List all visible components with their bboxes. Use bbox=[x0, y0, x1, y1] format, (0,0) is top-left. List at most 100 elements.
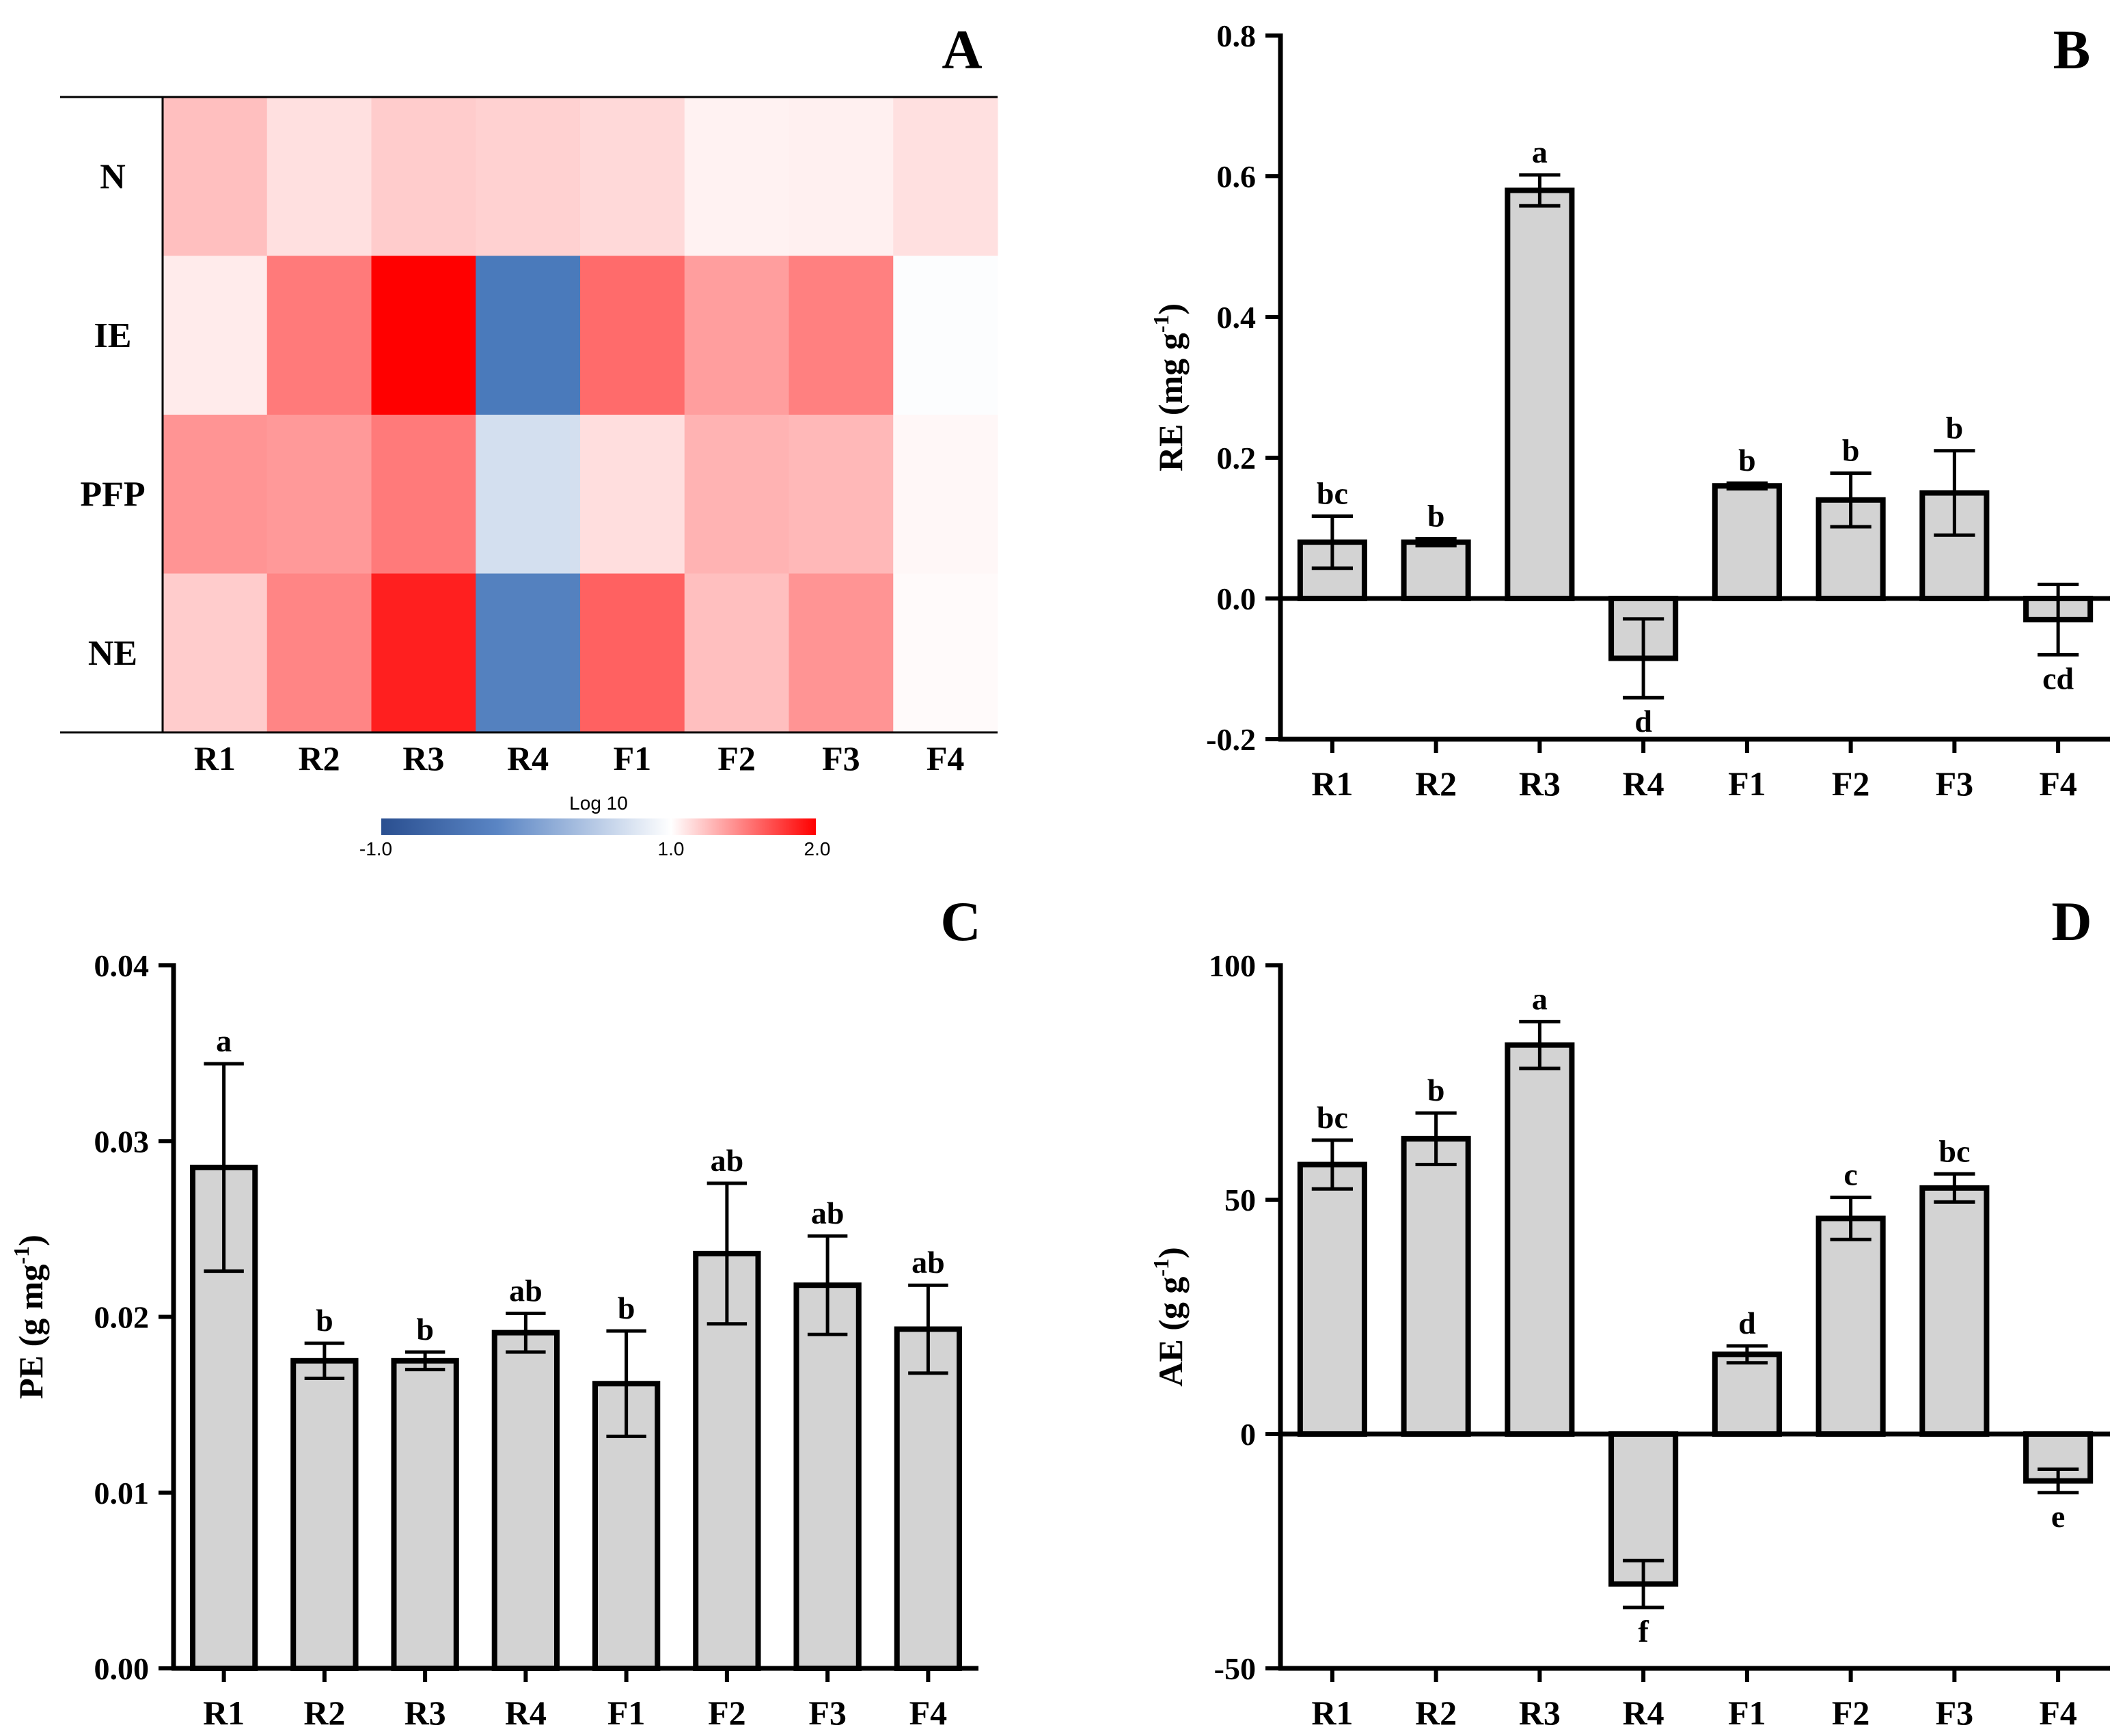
heatmap-row-label: IE bbox=[94, 316, 132, 355]
y-axis-label-end: ) bbox=[12, 1235, 50, 1246]
x-tick-label: R2 bbox=[1415, 764, 1457, 803]
heatmap-cell bbox=[789, 573, 894, 733]
y-tick-label: 0.00 bbox=[94, 1651, 150, 1686]
heatmap-cell bbox=[371, 415, 476, 574]
heatmap-cell bbox=[266, 573, 372, 733]
heatmap-column-label: F1 bbox=[614, 739, 652, 777]
colorbar-max-label: 2.0 bbox=[804, 838, 831, 859]
heatmap-cell bbox=[684, 415, 789, 574]
y-tick-label: 0.2 bbox=[1217, 441, 1257, 476]
heatmap-row-label: PFP bbox=[80, 475, 145, 514]
x-tick-label: F2 bbox=[1832, 1694, 1870, 1732]
y-axis-label-text: PE (g mg bbox=[12, 1265, 50, 1399]
y-axis-label-text: AE (g g bbox=[1151, 1277, 1190, 1387]
y-tick-label: -50 bbox=[1214, 1651, 1256, 1686]
heatmap-cell bbox=[266, 415, 372, 574]
heatmap-cell bbox=[684, 573, 789, 733]
x-tick-label: F2 bbox=[1832, 764, 1870, 803]
y-axis-label: RE (mg g-1) bbox=[1149, 303, 1190, 471]
x-tick-label: F3 bbox=[808, 1694, 847, 1732]
significance-letter: bc bbox=[1938, 1133, 1970, 1168]
y-tick-label: 0.01 bbox=[94, 1476, 150, 1511]
panel-label: C bbox=[940, 890, 981, 952]
x-tick-label: F3 bbox=[1936, 1694, 1974, 1732]
y-tick-label: 0.0 bbox=[1217, 581, 1257, 616]
y-tick-label: 50 bbox=[1224, 1183, 1256, 1217]
heatmap-cell bbox=[163, 256, 268, 415]
heatmap-cell bbox=[893, 97, 998, 256]
heatmap-cell bbox=[580, 256, 685, 415]
heatmap-cell bbox=[476, 256, 581, 415]
significance-letter: b bbox=[316, 1303, 333, 1338]
bar bbox=[290, 1358, 359, 1671]
heatmap-column-label: R2 bbox=[299, 739, 340, 777]
colorbar-title: Log 10 bbox=[569, 793, 628, 814]
heatmap-cell bbox=[893, 573, 998, 733]
y-axis-label-superscript: -1 bbox=[1149, 315, 1173, 333]
heatmap-cell bbox=[893, 256, 998, 415]
heatmap-row-label: N bbox=[100, 157, 126, 196]
x-tick-label: F3 bbox=[1936, 764, 1974, 803]
x-tick-label: R4 bbox=[1623, 1694, 1664, 1732]
significance-letter: b bbox=[1427, 1073, 1445, 1107]
bar bbox=[1505, 1042, 1575, 1437]
heatmap-cell bbox=[789, 97, 894, 256]
bar bbox=[1712, 483, 1782, 602]
heatmap-cell bbox=[266, 97, 372, 256]
significance-letter: ab bbox=[811, 1196, 845, 1230]
heatmap-cell bbox=[163, 97, 268, 256]
y-axis-label-superscript: -1 bbox=[1149, 1258, 1173, 1277]
bar bbox=[793, 1282, 862, 1671]
significance-letter: b bbox=[1842, 433, 1860, 468]
significance-letter: d bbox=[1738, 1306, 1756, 1340]
panel-label: D bbox=[2051, 890, 2092, 952]
heatmap-column-label: R3 bbox=[402, 739, 444, 777]
panel-b-re-chart: bc R1 b R2 a R3 d R4 b F1 b F2 b F3 cd F4 -0.2 0.0 0.2 0.4 0… bbox=[1149, 18, 2110, 803]
significance-letter: e bbox=[2051, 1499, 2065, 1534]
x-tick-label: R1 bbox=[1311, 1694, 1353, 1732]
bar bbox=[1712, 1351, 1782, 1437]
x-tick-label: R1 bbox=[203, 1694, 245, 1732]
x-tick-label: F4 bbox=[909, 1694, 948, 1732]
significance-letter: cd bbox=[2042, 661, 2074, 695]
significance-letter: d bbox=[1634, 704, 1652, 739]
heatmap-column-label: F3 bbox=[822, 739, 860, 777]
colorbar-mid-label: 1.0 bbox=[658, 838, 685, 859]
panel-c-pe-chart: a R1 b R2 b R3 ab R4 b F1 ab F2 ab F3 ab F4 0.00 0.01 0.02… bbox=[9, 890, 981, 1732]
heatmap-cell bbox=[476, 97, 581, 256]
heatmap-cell bbox=[266, 256, 372, 415]
y-axis-label-superscript: -1 bbox=[9, 1246, 33, 1265]
bar bbox=[1401, 539, 1471, 601]
x-tick-label: R2 bbox=[303, 1694, 345, 1732]
heatmap-cell bbox=[684, 256, 789, 415]
heatmap-cell bbox=[789, 256, 894, 415]
heatmap-cell bbox=[580, 415, 685, 574]
heatmap-cell bbox=[580, 573, 685, 733]
x-tick-label: R3 bbox=[405, 1694, 446, 1732]
x-tick-label: F1 bbox=[607, 1694, 646, 1732]
y-tick-label: 0.6 bbox=[1217, 159, 1257, 194]
heatmap-cell bbox=[371, 97, 476, 256]
x-tick-label: R4 bbox=[1623, 764, 1664, 803]
significance-letter: ab bbox=[911, 1245, 945, 1280]
y-axis-label-end: ) bbox=[1151, 303, 1190, 315]
colorbar-min-label: -1.0 bbox=[359, 838, 392, 859]
panel-label: B bbox=[2053, 18, 2091, 81]
y-tick-label: 0.8 bbox=[1217, 18, 1257, 53]
y-axis-label: PE (g mg-1) bbox=[9, 1235, 50, 1399]
panel-label-a: A bbox=[942, 18, 982, 81]
heatmap-cell bbox=[684, 97, 789, 256]
bar bbox=[1401, 1135, 1471, 1437]
bar bbox=[1297, 1161, 1367, 1437]
x-tick-label: F4 bbox=[2039, 764, 2077, 803]
heatmap-cell bbox=[163, 573, 268, 733]
heatmap-cell bbox=[893, 415, 998, 574]
bar bbox=[894, 1326, 963, 1671]
y-axis-label: AE (g g-1) bbox=[1149, 1247, 1190, 1386]
x-tick-label: R3 bbox=[1519, 1694, 1561, 1732]
significance-letter: b bbox=[1427, 498, 1445, 533]
x-tick-label: R1 bbox=[1311, 764, 1353, 803]
bar bbox=[391, 1358, 459, 1671]
y-tick-label: 0 bbox=[1240, 1417, 1256, 1452]
